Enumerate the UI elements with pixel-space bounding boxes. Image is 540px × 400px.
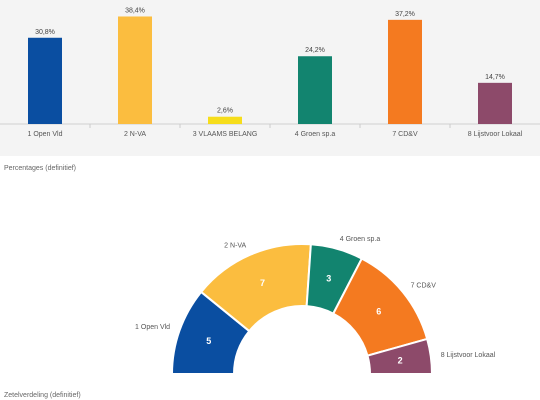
seat-category-label: 4 Groen sp.a xyxy=(340,236,381,243)
bar xyxy=(118,16,152,125)
seat-value-label: 5 xyxy=(206,336,211,346)
seat-category-label: 1 Open Vld xyxy=(135,324,170,331)
seat-segment xyxy=(366,337,434,375)
bar-value-label: 37,2% xyxy=(395,11,415,18)
category-label: 7 CD&V xyxy=(392,131,418,138)
category-label: 2 N-VA xyxy=(124,131,146,138)
bar-chart: 30,8% 1 Open Vld 38,4% 2 N-VA 2,6% 3 VLAAMS B… xyxy=(0,7,540,138)
category-label: 4 Groen sp.a xyxy=(295,131,336,138)
bar xyxy=(388,19,422,125)
bar-value-label: 38,4% xyxy=(125,7,145,14)
seat-value-label: 7 xyxy=(260,278,265,288)
seat-value-label: 2 xyxy=(398,356,403,366)
seat-value-label: 6 xyxy=(376,307,381,317)
bar xyxy=(478,82,512,124)
bar xyxy=(208,116,242,124)
bar xyxy=(28,37,62,125)
bar-chart-panel: 30,8% 1 Open Vld 38,4% 2 N-VA 2,6% 3 VLAAMS B… xyxy=(0,0,540,156)
bar-value-label: 30,8% xyxy=(35,29,55,36)
bar-value-label: 24,2% xyxy=(305,47,325,54)
seat-category-label: 8 Lijstvoor Lokaal xyxy=(441,352,496,359)
bar-value-label: 2,6% xyxy=(217,108,233,115)
seat-value-label: 3 xyxy=(326,274,331,284)
seat-chart-note: Zetelverdeling (definitief) xyxy=(4,392,81,399)
bar-value-label: 14,7% xyxy=(485,74,505,81)
category-label: 8 Lijstvoor Lokaal xyxy=(468,131,523,138)
category-label: 3 VLAAMS BELANG xyxy=(193,131,258,138)
category-label: 1 Open Vld xyxy=(27,131,62,138)
seat-category-label: 2 N-VA xyxy=(224,243,246,250)
bar-chart-note: Percentages (definitief) xyxy=(4,165,76,172)
bar xyxy=(298,56,332,124)
seat-chart: 5 1 Open Vld 7 2 N-VA 3 4 Groen sp.a 6 7 CD&V 2 8… xyxy=(135,236,496,375)
seat-category-label: 7 CD&V xyxy=(411,283,437,290)
